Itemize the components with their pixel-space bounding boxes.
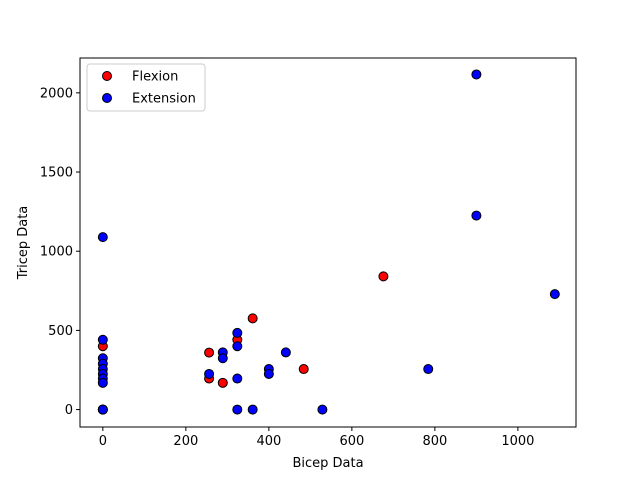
x-tick-label-3: 600 (339, 434, 364, 449)
extension-point-23 (471, 69, 482, 80)
flexion-point-2 (204, 347, 215, 358)
extension-point-7 (97, 377, 108, 388)
x-tick-label-5: 1000 (501, 434, 534, 449)
extension-point-0 (97, 232, 108, 243)
extension-point-15 (232, 373, 243, 384)
flexion-point-7 (298, 364, 309, 375)
flexion-point-4 (217, 377, 228, 388)
extension-point-9 (97, 404, 108, 415)
plot-frame (79, 57, 577, 428)
x-tick-label-2: 400 (256, 434, 281, 449)
legend: Flexion Extension (86, 63, 206, 112)
extension-point-19 (263, 368, 274, 379)
extension-point-24 (471, 210, 482, 221)
extension-point-13 (232, 327, 243, 338)
extension-point-17 (247, 404, 258, 415)
points-layer (97, 69, 560, 415)
extension-point-25 (549, 289, 560, 300)
y-axis-label: Tricep Data (16, 206, 31, 281)
y-tick-label-1: 500 (48, 324, 73, 339)
extension-point-16 (232, 404, 243, 415)
x-axis-label: Bicep Data (292, 456, 363, 471)
y-tick-label-0: 0 (65, 403, 73, 418)
y-axis: 0 500 1000 1500 2000 (40, 86, 80, 418)
x-tick-label-4: 800 (422, 434, 447, 449)
extension-point-14 (232, 341, 243, 352)
x-tick-label-1: 200 (173, 434, 198, 449)
extension-point-22 (423, 364, 434, 375)
x-axis: 0 200 400 600 800 1000 (99, 427, 534, 449)
y-tick-label-4: 2000 (40, 86, 73, 101)
flexion-point-8 (378, 271, 389, 282)
x-tick-label-0: 0 (99, 434, 107, 449)
legend-label-flexion: Flexion (132, 70, 178, 85)
extension-point-21 (317, 404, 328, 415)
flexion-point-6 (247, 313, 258, 324)
legend-label-extension: Extension (132, 92, 196, 107)
extension-point-12 (217, 353, 228, 364)
extension-point-10 (204, 368, 215, 379)
y-tick-label-3: 1500 (40, 166, 73, 181)
y-tick-label-2: 1000 (40, 245, 73, 260)
legend-marker-extension (102, 93, 112, 103)
legend-marker-flexion (102, 71, 112, 81)
legend-box (86, 63, 206, 112)
extension-point-1 (97, 334, 108, 345)
extension-point-20 (280, 347, 291, 358)
